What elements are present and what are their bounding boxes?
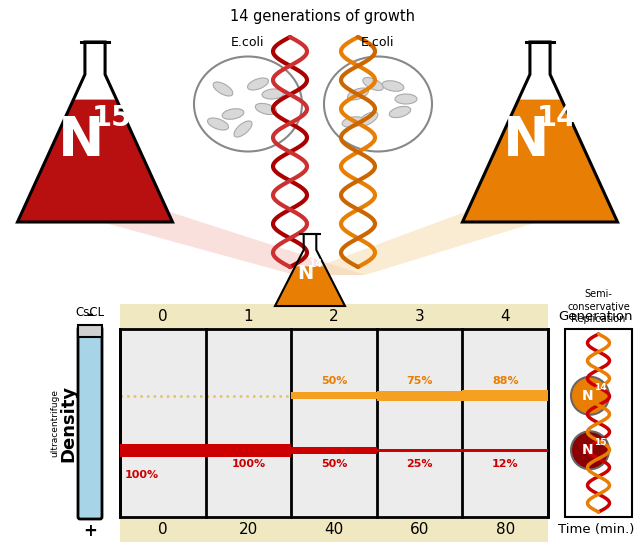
Text: Time (min.): Time (min.) xyxy=(558,523,634,536)
Text: E.coli: E.coli xyxy=(361,36,395,49)
Ellipse shape xyxy=(194,56,302,151)
Text: 100%: 100% xyxy=(231,459,266,469)
Polygon shape xyxy=(275,267,345,306)
Text: 100%: 100% xyxy=(125,470,159,480)
Text: +: + xyxy=(83,522,97,540)
Bar xyxy=(205,444,291,457)
Ellipse shape xyxy=(248,78,268,90)
Bar xyxy=(377,449,462,452)
Bar xyxy=(291,447,377,454)
Ellipse shape xyxy=(255,103,276,115)
Bar xyxy=(291,392,377,399)
Text: 88%: 88% xyxy=(492,376,518,386)
Text: 0: 0 xyxy=(158,522,168,537)
Text: 50%: 50% xyxy=(321,459,347,469)
Ellipse shape xyxy=(222,109,244,119)
Bar xyxy=(462,449,548,452)
Bar xyxy=(120,517,548,542)
Text: 14 generations of growth: 14 generations of growth xyxy=(230,9,415,24)
Text: 12%: 12% xyxy=(492,459,518,469)
Text: 15: 15 xyxy=(92,104,132,131)
Ellipse shape xyxy=(262,89,284,99)
Text: N: N xyxy=(58,114,104,168)
Circle shape xyxy=(571,376,609,415)
Text: 40: 40 xyxy=(324,522,344,537)
Polygon shape xyxy=(463,99,618,222)
Text: 3: 3 xyxy=(415,309,424,324)
Text: Semi-
conservative
Replication: Semi- conservative Replication xyxy=(567,289,630,324)
Polygon shape xyxy=(17,99,173,222)
Ellipse shape xyxy=(358,112,378,126)
Text: Density: Density xyxy=(59,384,77,461)
Text: N: N xyxy=(582,389,594,403)
Text: E.coli: E.coli xyxy=(231,36,265,49)
Text: N: N xyxy=(297,264,313,283)
Ellipse shape xyxy=(342,116,364,128)
Text: 60: 60 xyxy=(410,522,429,537)
Ellipse shape xyxy=(234,121,252,137)
Text: ultracentrifuge: ultracentrifuge xyxy=(51,389,60,457)
Ellipse shape xyxy=(348,88,369,100)
Bar xyxy=(565,329,632,517)
Text: N: N xyxy=(582,443,594,457)
Polygon shape xyxy=(295,212,570,275)
Text: N: N xyxy=(503,114,549,168)
Text: Generation: Generation xyxy=(558,310,632,323)
Text: 1: 1 xyxy=(244,309,253,324)
Text: 75%: 75% xyxy=(406,376,433,386)
Bar xyxy=(78,325,102,337)
Ellipse shape xyxy=(389,107,411,118)
Text: 0: 0 xyxy=(158,309,168,324)
Bar xyxy=(120,329,548,517)
Text: 4: 4 xyxy=(500,309,510,324)
Bar xyxy=(462,390,548,401)
Bar xyxy=(120,444,205,457)
Text: 80: 80 xyxy=(495,522,515,537)
Text: 25%: 25% xyxy=(406,459,433,469)
Ellipse shape xyxy=(207,118,228,130)
Bar xyxy=(120,304,548,329)
Ellipse shape xyxy=(213,82,233,96)
Text: 14: 14 xyxy=(537,104,577,131)
Ellipse shape xyxy=(363,77,383,91)
Text: 14: 14 xyxy=(308,259,323,269)
Text: 2: 2 xyxy=(329,309,339,324)
Polygon shape xyxy=(65,212,365,275)
Text: 15: 15 xyxy=(594,438,606,447)
Ellipse shape xyxy=(395,94,417,104)
Circle shape xyxy=(571,431,609,469)
Bar xyxy=(120,329,548,517)
Text: 20: 20 xyxy=(239,522,258,537)
Text: 14: 14 xyxy=(594,383,606,392)
Polygon shape xyxy=(220,308,400,370)
Text: -: - xyxy=(86,306,93,324)
Text: CsCL: CsCL xyxy=(76,306,104,320)
Ellipse shape xyxy=(382,81,404,91)
Bar xyxy=(377,391,462,401)
Ellipse shape xyxy=(324,56,432,151)
Text: 50%: 50% xyxy=(321,376,347,386)
FancyBboxPatch shape xyxy=(78,327,102,519)
